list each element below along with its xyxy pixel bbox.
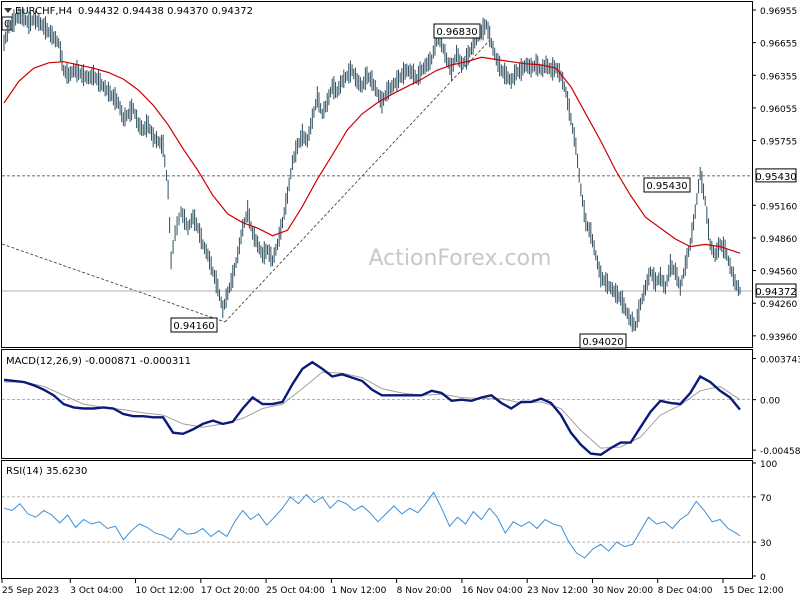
current-price-text: 0.94372	[755, 287, 796, 298]
price-tick-label: 0.94260	[760, 300, 797, 310]
moving-average-series	[3, 56, 741, 254]
moving-average-line	[3, 56, 741, 254]
macd-series	[3, 360, 741, 456]
time-tick-label: 17 Oct 20:00	[201, 586, 260, 596]
time-tick-label: 25 Sep 2023	[2, 586, 59, 596]
annotation-swing-high-text: 0.95430	[646, 181, 687, 192]
price-tick-label: 0.96655	[760, 40, 797, 50]
time-tick-label: 15 Dec 12:00	[723, 586, 784, 596]
annotation-low-left-text: 0.94160	[173, 321, 214, 332]
rsi-tick-label: 30	[760, 539, 772, 549]
macd-tick-label: 0.003743	[760, 355, 800, 365]
symbol-dropdown-icon[interactable]	[4, 8, 12, 13]
chart-title: EURCHF,H4	[15, 6, 72, 17]
time-axis: 25 Sep 2023 3 Oct 04:00 10 Oct 12:00 17 Oct…	[1, 579, 784, 596]
price-tick-label: 0.96955	[760, 7, 797, 17]
annotation-low-left: 0.94160	[170, 317, 218, 333]
current-price-marker: 0.94372	[755, 283, 797, 298]
price-tick-label: 0.94560	[760, 268, 797, 278]
time-tick-label: 16 Nov 04:00	[462, 586, 523, 596]
annotation-swing-high: 0.95430	[643, 177, 691, 193]
rsi-level-lines	[2, 496, 752, 543]
rsi-line	[3, 491, 741, 559]
price-tick-label: 0.95160	[760, 202, 797, 212]
price-panel-frame	[1, 1, 753, 348]
guide-line-upper-dashed	[1, 243, 226, 323]
time-tick-label: 30 Nov 20:00	[592, 586, 653, 596]
macd-tick-label: 0.00	[760, 397, 780, 407]
price-tick-label: 0.96355	[760, 72, 797, 82]
time-tick-label: 3 Oct 04:00	[70, 586, 123, 596]
watermark-text: ActionForex.com	[369, 246, 552, 271]
price-tick-label: 0.94860	[760, 235, 797, 245]
rsi-tick-label: 100	[760, 460, 777, 470]
macd-title: MACD(12,26,9) -0.000871 -0.000311	[6, 356, 191, 367]
time-tick-label: 8 Dec 04:00	[658, 586, 713, 596]
annotation-high-text: 0.96830	[436, 27, 477, 38]
time-tick-label: 8 Nov 20:00	[397, 586, 452, 596]
time-tick-label: 23 Nov 12:00	[527, 586, 588, 596]
rsi-tick-label: 70	[760, 494, 772, 504]
price-tick-label: 0.95755	[760, 138, 797, 148]
macd-axis-labels: 0.003743 0.00 -0.004585	[752, 355, 800, 457]
rsi-title: RSI(14) 35.6230	[6, 466, 87, 477]
rsi-panel-frame	[1, 460, 753, 579]
level-price-marker: 0.95430	[755, 168, 797, 183]
annotation-low-right: 0.94020	[579, 333, 627, 349]
price-axis-labels: 0.96955 0.96655 0.96355 0.96055 0.95755 0.951…	[752, 7, 797, 343]
guide-line-rising-dashed	[224, 39, 491, 323]
price-tick-label: 0.96055	[760, 105, 797, 115]
annotation-high: 0.96830	[433, 23, 481, 39]
macd-main-line	[3, 360, 741, 456]
macd-panel-frame	[1, 349, 753, 459]
annotation-low-right-text: 0.94020	[582, 337, 623, 348]
price-tick-label: 0.93960	[760, 333, 797, 343]
rsi-series	[3, 491, 741, 559]
macd-signal-line	[4, 371, 741, 449]
level-price-text: 0.95430	[755, 172, 796, 183]
chart-ohlc: 0.94432 0.94438 0.94370 0.94372	[78, 6, 253, 17]
macd-tick-label: -0.004585	[760, 447, 800, 457]
time-tick-label: 10 Oct 12:00	[136, 586, 195, 596]
rsi-tick-label: 0	[760, 573, 766, 583]
price-series	[3, 7, 741, 333]
time-tick-label: 1 Nov 12:00	[331, 586, 386, 596]
time-tick-label: 25 Oct 04:00	[266, 586, 325, 596]
rsi-axis-labels: 100 70 30 0	[752, 460, 777, 583]
